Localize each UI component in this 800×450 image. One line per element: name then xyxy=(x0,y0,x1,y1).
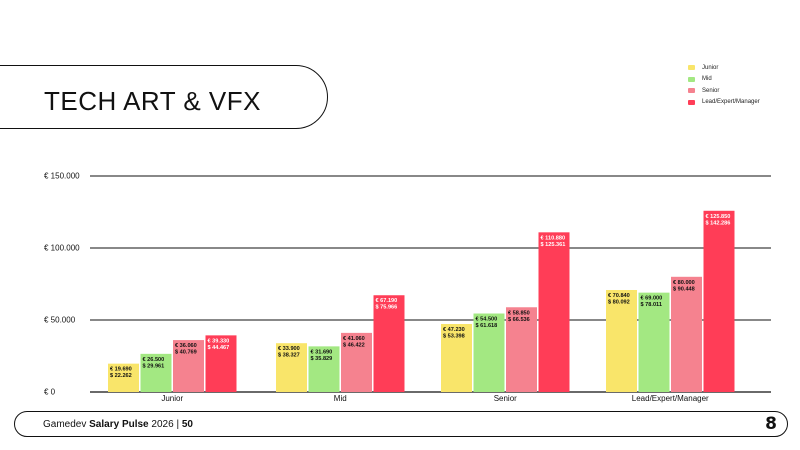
data-label-eur: € 58.850 xyxy=(508,310,530,316)
bar xyxy=(341,332,372,392)
data-label-usd: $ 35.829 xyxy=(311,356,333,362)
x-tick-label: Mid xyxy=(334,394,347,403)
data-label-eur: € 19.690 xyxy=(110,367,132,373)
bar xyxy=(173,340,204,392)
data-label-eur: € 33.900 xyxy=(278,346,300,352)
x-tick-label: Junior xyxy=(161,394,183,403)
y-tick-label: € 50.000 xyxy=(44,316,76,325)
footer-brand: Gamedev xyxy=(43,418,87,430)
bar xyxy=(473,313,505,392)
data-label-usd: $ 66.536 xyxy=(508,317,530,323)
bar xyxy=(205,335,237,392)
data-label-usd: $ 46.422 xyxy=(343,342,365,348)
data-label-eur: € 41.060 xyxy=(343,336,365,342)
legend-label-lead: Lead/Expert/Manager xyxy=(702,99,760,106)
data-label-usd: $ 38.327 xyxy=(278,353,300,359)
legend-label-junior: Junior xyxy=(702,64,719,71)
data-label-usd: $ 90.448 xyxy=(673,286,695,292)
data-label-eur: € 47.230 xyxy=(443,327,465,333)
bar xyxy=(308,346,340,392)
bar xyxy=(140,353,172,392)
legend-item-senior: Senior xyxy=(688,85,760,97)
brand-logo-icon: 8 xyxy=(765,413,777,434)
data-label-eur: € 36.060 xyxy=(175,343,197,349)
data-label-usd: $ 61.618 xyxy=(476,323,498,329)
data-label-usd: $ 29.961 xyxy=(143,363,165,369)
bar xyxy=(373,295,405,392)
x-tick-label: Senior xyxy=(494,394,517,403)
data-label-usd: $ 80.092 xyxy=(608,299,630,305)
legend-swatch-senior xyxy=(688,88,695,94)
bar xyxy=(671,276,702,392)
data-label-usd: $ 53.398 xyxy=(443,333,465,339)
data-label-usd: $ 44.467 xyxy=(208,345,230,351)
data-label-eur: € 110.880 xyxy=(541,235,566,241)
data-label-eur: € 69.000 xyxy=(641,296,663,302)
bar xyxy=(276,343,307,392)
legend-label-senior: Senior xyxy=(702,87,720,94)
legend-item-lead: Lead/Expert/Manager xyxy=(688,97,760,109)
footer-page-number: 50 xyxy=(181,418,193,430)
y-tick-label: € 150.000 xyxy=(44,172,80,181)
legend-swatch-lead xyxy=(688,99,695,105)
bar xyxy=(108,363,139,392)
data-label-usd: $ 142.286 xyxy=(706,220,731,226)
data-label-eur: € 26.500 xyxy=(143,357,165,363)
x-tick-label: Lead/Expert/Manager xyxy=(632,394,709,403)
bar xyxy=(606,289,637,392)
y-tick-label: € 0 xyxy=(44,388,56,397)
chart-legend: Junior Mid Senior Lead/Expert/Manager xyxy=(688,62,760,108)
data-label-usd: $ 78.011 xyxy=(641,302,662,308)
data-label-usd: $ 125.361 xyxy=(541,242,566,248)
data-label-usd: $ 40.769 xyxy=(175,350,197,356)
bar xyxy=(703,210,735,392)
data-label-eur: € 125.850 xyxy=(706,214,731,220)
bar xyxy=(506,307,537,392)
footer-year: 2026 xyxy=(151,418,174,430)
bar xyxy=(538,232,570,392)
footer-separator: | xyxy=(176,418,180,430)
bar-chart: € 0€ 50.000€ 100.000€ 150.000€ 19.690$ 2… xyxy=(44,172,771,403)
y-tick-label: € 100.000 xyxy=(44,244,80,253)
data-label-eur: € 39.330 xyxy=(208,338,230,344)
footer-bar: Gamedev Salary Pulse 2026 | 50 8 xyxy=(14,411,788,437)
legend-swatch-junior xyxy=(688,65,695,71)
footer-text: Gamedev Salary Pulse 2026 | 50 xyxy=(43,419,193,430)
bar xyxy=(638,292,670,392)
data-label-eur: € 70.840 xyxy=(608,293,630,299)
footer-product: Salary Pulse xyxy=(89,418,149,430)
legend-label-mid: Mid xyxy=(702,76,712,83)
bar xyxy=(441,323,472,392)
data-label-eur: € 67.190 xyxy=(376,298,398,304)
data-label-usd: $ 75.966 xyxy=(376,305,398,311)
data-label-eur: € 54.500 xyxy=(476,317,498,323)
title-pill xyxy=(0,65,328,129)
page-title: TECH ART & VFX xyxy=(44,86,261,116)
legend-item-junior: Junior xyxy=(688,62,760,74)
legend-swatch-mid xyxy=(688,76,695,82)
data-label-eur: € 80.000 xyxy=(673,280,695,286)
data-label-usd: $ 22.262 xyxy=(110,373,132,379)
legend-item-mid: Mid xyxy=(688,74,760,86)
data-label-eur: € 31.690 xyxy=(311,349,333,355)
